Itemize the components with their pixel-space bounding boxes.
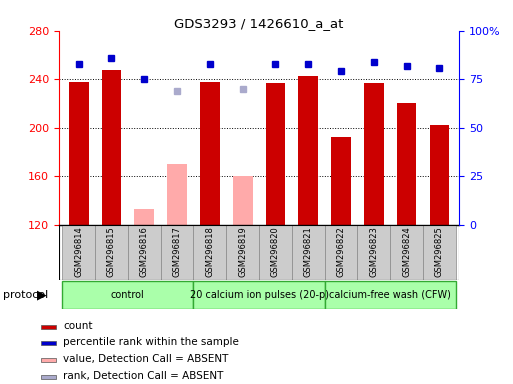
Bar: [62, 225, 95, 280]
Bar: [423, 225, 456, 280]
Text: ▶: ▶: [37, 288, 47, 301]
Bar: [62, 281, 193, 309]
Bar: [259, 225, 292, 280]
Text: value, Detection Call = ABSENT: value, Detection Call = ABSENT: [63, 354, 229, 364]
Text: rank, Detection Call = ABSENT: rank, Detection Call = ABSENT: [63, 371, 224, 381]
Text: GSM296816: GSM296816: [140, 226, 149, 277]
Bar: [226, 225, 259, 280]
Text: GSM296823: GSM296823: [369, 226, 379, 277]
Title: GDS3293 / 1426610_a_at: GDS3293 / 1426610_a_at: [174, 17, 344, 30]
Bar: [390, 225, 423, 280]
Bar: [41, 358, 56, 362]
Text: GSM296820: GSM296820: [271, 226, 280, 277]
Text: control: control: [111, 290, 145, 300]
Bar: [193, 225, 226, 280]
Bar: [134, 209, 154, 225]
Text: GSM296818: GSM296818: [205, 226, 214, 277]
Text: 20 calcium ion pulses (20-p): 20 calcium ion pulses (20-p): [190, 290, 328, 300]
Bar: [128, 225, 161, 280]
Bar: [331, 137, 351, 225]
Bar: [95, 225, 128, 280]
Bar: [102, 70, 121, 225]
Bar: [397, 103, 417, 225]
Bar: [364, 83, 384, 225]
Bar: [167, 164, 187, 225]
Text: GSM296822: GSM296822: [337, 226, 346, 277]
Text: GSM296817: GSM296817: [172, 226, 182, 277]
Bar: [41, 325, 56, 329]
Text: GSM296814: GSM296814: [74, 226, 83, 277]
Text: count: count: [63, 321, 93, 331]
Text: GSM296824: GSM296824: [402, 226, 411, 277]
Bar: [299, 76, 318, 225]
Bar: [41, 341, 56, 345]
Bar: [193, 281, 325, 309]
Bar: [358, 225, 390, 280]
Bar: [325, 281, 456, 309]
Text: percentile rank within the sample: percentile rank within the sample: [63, 338, 239, 348]
Bar: [325, 225, 358, 280]
Text: GSM296825: GSM296825: [435, 226, 444, 277]
Bar: [292, 225, 325, 280]
Text: protocol: protocol: [3, 290, 48, 300]
Bar: [69, 82, 89, 225]
Text: calcium-free wash (CFW): calcium-free wash (CFW): [329, 290, 451, 300]
Bar: [266, 83, 285, 225]
Text: GSM296821: GSM296821: [304, 226, 313, 277]
Bar: [233, 176, 252, 225]
Bar: [200, 82, 220, 225]
Bar: [429, 125, 449, 225]
Bar: [41, 375, 56, 379]
Text: GSM296819: GSM296819: [238, 226, 247, 277]
Text: GSM296815: GSM296815: [107, 226, 116, 277]
Bar: [161, 225, 193, 280]
